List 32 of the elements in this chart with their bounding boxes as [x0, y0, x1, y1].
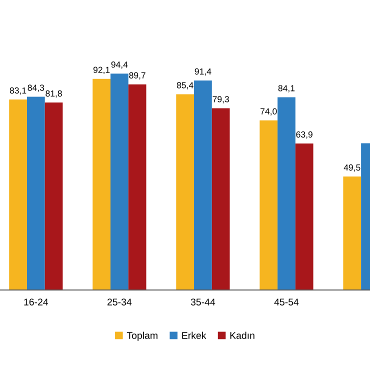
data-label: 91,4	[194, 68, 212, 76]
data-label: 85,4	[176, 82, 194, 90]
bar	[295, 144, 314, 290]
bar	[194, 80, 212, 290]
data-label: 84,3	[28, 84, 44, 92]
data-label: 83,1	[10, 87, 26, 95]
legend-label: Kadın	[230, 332, 254, 339]
x-tick-label: 35-44	[190, 298, 216, 306]
bar	[128, 84, 146, 290]
data-label: 92,1	[93, 66, 110, 74]
bar	[92, 78, 110, 290]
legend-label: Toplam	[126, 332, 158, 341]
data-label: 74,0	[260, 108, 277, 116]
bar	[176, 94, 194, 290]
x-tick-label: 25-34	[107, 298, 132, 306]
data-label: 63,9	[296, 131, 312, 139]
bar	[260, 120, 278, 290]
x-tick-label: 16-24	[24, 298, 48, 306]
data-label: 79,3	[212, 96, 229, 104]
data-label: 89,7	[129, 72, 146, 80]
data-label: 49,5	[344, 164, 360, 172]
data-label: 81,8	[46, 90, 62, 98]
bar	[212, 108, 230, 290]
bar	[26, 96, 45, 290]
bar	[278, 97, 296, 290]
bar	[44, 102, 63, 290]
bar	[9, 99, 27, 290]
data-label: 94,4	[111, 61, 128, 69]
bar	[110, 74, 128, 290]
data-label: 84,1	[278, 85, 295, 92]
legend-label: Erkek	[182, 332, 206, 339]
x-tick-label: 45-54	[274, 298, 299, 306]
